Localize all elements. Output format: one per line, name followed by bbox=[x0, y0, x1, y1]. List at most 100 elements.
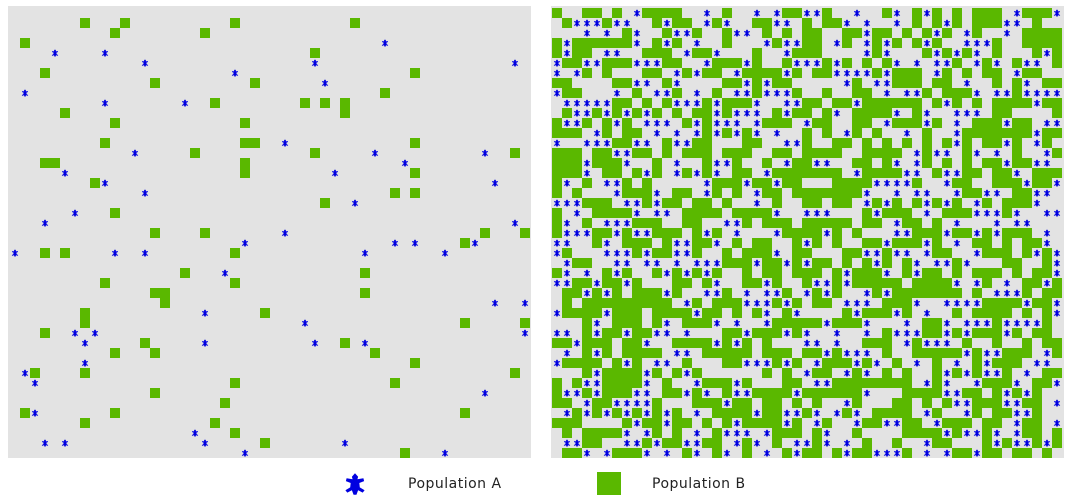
patch-b bbox=[552, 178, 562, 188]
patch-b bbox=[662, 138, 672, 148]
patch-b bbox=[752, 248, 762, 258]
patch-b bbox=[562, 148, 572, 158]
patch-b bbox=[612, 158, 622, 168]
patch-b bbox=[612, 138, 622, 148]
patch-b bbox=[912, 108, 922, 118]
patch-b bbox=[942, 288, 952, 298]
patch-b bbox=[562, 298, 572, 308]
patch-b bbox=[902, 308, 912, 318]
patch-b bbox=[1042, 288, 1052, 298]
patch-b bbox=[702, 208, 712, 218]
patch-b bbox=[582, 198, 592, 208]
patch-b bbox=[632, 168, 642, 178]
patch-b bbox=[622, 28, 632, 38]
patch-b bbox=[982, 198, 992, 208]
patch-b bbox=[762, 398, 772, 408]
patch-b bbox=[932, 408, 942, 418]
patch-b bbox=[922, 318, 932, 328]
patch-b bbox=[922, 158, 932, 168]
patch-b bbox=[952, 58, 962, 68]
patch-b bbox=[582, 218, 592, 228]
patch-b bbox=[552, 398, 562, 408]
patch-b bbox=[962, 338, 972, 348]
patch-b bbox=[652, 48, 662, 58]
patch-b bbox=[1012, 158, 1022, 168]
patch-b bbox=[822, 358, 832, 368]
patch-b bbox=[592, 238, 602, 248]
patch-b bbox=[722, 8, 732, 18]
patch-b bbox=[612, 358, 622, 368]
patch-b bbox=[1012, 448, 1022, 458]
patch-b bbox=[662, 438, 672, 448]
patch-b bbox=[552, 148, 562, 158]
patch-b bbox=[892, 98, 902, 108]
patch-b bbox=[612, 98, 622, 108]
patch-b bbox=[942, 438, 952, 448]
patch-b bbox=[792, 428, 802, 438]
patch-b bbox=[612, 58, 622, 68]
patch-b bbox=[922, 398, 932, 408]
patch-b bbox=[672, 108, 682, 118]
patch-b bbox=[1042, 338, 1052, 348]
patch-b bbox=[762, 68, 772, 78]
patch-b bbox=[672, 408, 682, 418]
patch-b bbox=[822, 168, 832, 178]
patch-b bbox=[632, 288, 642, 298]
patch-b bbox=[752, 308, 762, 318]
patch-b bbox=[110, 348, 120, 358]
patch-b bbox=[602, 58, 612, 68]
patch-b bbox=[1042, 168, 1052, 178]
patch-b bbox=[802, 108, 812, 118]
patch-b bbox=[1012, 88, 1022, 98]
patch-b bbox=[722, 148, 732, 158]
patch-b bbox=[90, 178, 100, 188]
patch-b bbox=[792, 398, 802, 408]
patch-b bbox=[592, 398, 602, 408]
patch-b bbox=[862, 238, 872, 248]
patch-b bbox=[642, 418, 652, 428]
patch-b bbox=[1012, 98, 1022, 108]
patch-b bbox=[772, 398, 782, 408]
patch-b bbox=[972, 188, 982, 198]
patch-b bbox=[822, 368, 832, 378]
patch-b bbox=[972, 348, 982, 358]
patch-b bbox=[962, 208, 972, 218]
patch-b bbox=[190, 148, 200, 158]
patch-b bbox=[702, 108, 712, 118]
patch-b bbox=[922, 328, 932, 338]
patch-b bbox=[632, 248, 642, 258]
patch-b bbox=[882, 58, 892, 68]
patch-b bbox=[672, 368, 682, 378]
patch-b bbox=[150, 78, 160, 88]
patch-b bbox=[592, 358, 602, 368]
patch-b bbox=[902, 298, 912, 308]
patch-b bbox=[772, 218, 782, 228]
patch-b bbox=[552, 338, 562, 348]
patch-b bbox=[672, 18, 682, 28]
patch-b bbox=[562, 108, 572, 118]
patch-b bbox=[652, 318, 662, 328]
patch-b bbox=[562, 78, 572, 88]
patch-b bbox=[722, 258, 732, 268]
patch-b bbox=[672, 288, 682, 298]
patch-b bbox=[832, 358, 842, 368]
patch-b bbox=[622, 138, 632, 148]
patch-b bbox=[742, 398, 752, 408]
patch-b bbox=[682, 358, 692, 368]
patch-b bbox=[902, 138, 912, 148]
patch-b bbox=[892, 288, 902, 298]
patch-b bbox=[632, 328, 642, 338]
patch-b bbox=[792, 268, 802, 278]
patch-b bbox=[862, 448, 872, 458]
patch-b bbox=[732, 298, 742, 308]
patch-b bbox=[1052, 128, 1062, 138]
patch-b bbox=[772, 108, 782, 118]
patch-b bbox=[642, 198, 652, 208]
patch-b bbox=[1042, 248, 1052, 258]
patch-b bbox=[652, 308, 662, 318]
patch-b bbox=[892, 238, 902, 248]
patch-b bbox=[592, 38, 602, 48]
patch-b bbox=[882, 28, 892, 38]
patch-b bbox=[612, 308, 622, 318]
patch-b bbox=[722, 408, 732, 418]
